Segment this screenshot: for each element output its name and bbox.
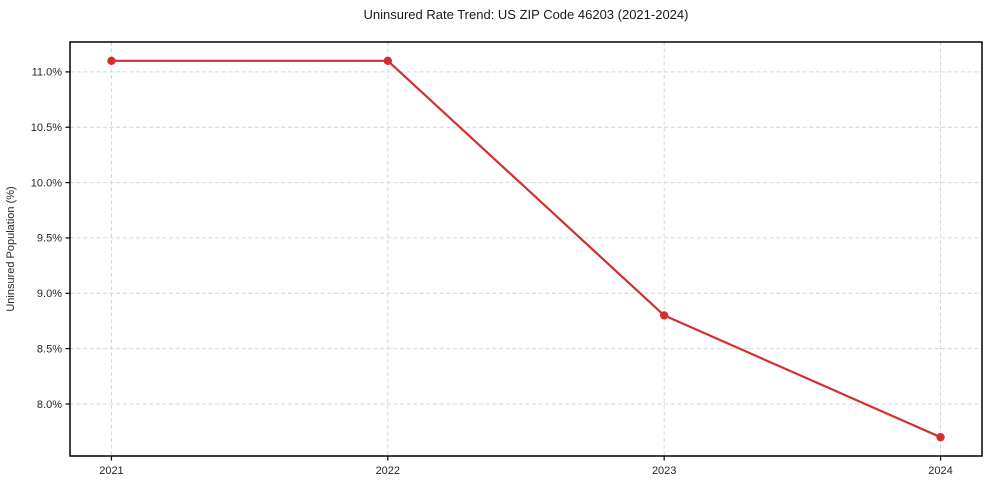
y-axis-label: Uninsured Population (%) (5, 186, 17, 311)
gridlines-layer (70, 42, 982, 456)
y-tick-label: 9.0% (37, 288, 62, 300)
data-point (107, 56, 116, 66)
data-point (383, 56, 393, 66)
x-tick-label: 2024 (928, 465, 952, 477)
plot-border (69, 41, 983, 457)
x-tick-label: 2021 (99, 465, 123, 477)
x-tick-label: 2023 (652, 465, 676, 477)
data-point (659, 311, 669, 320)
trend-line (110, 59, 942, 439)
series-layer (107, 56, 945, 442)
y-tick-label: 9.5% (37, 233, 62, 245)
y-tick-label: 8.0% (37, 399, 62, 411)
x-tick-label: 2022 (376, 465, 400, 477)
data-point (936, 432, 945, 442)
y-tick-label: 10.0% (31, 177, 62, 189)
chart-title: Uninsured Rate Trend: US ZIP Code 46203 … (363, 7, 689, 22)
y-tick-label: 11.0% (32, 67, 63, 79)
y-tick-label: 8.5% (37, 343, 62, 355)
axis-layer: 8.0% 8.5% 9.0% 9.5% 10.0% 10.5% 11.0% 2021 2022 2… (31, 41, 983, 477)
y-tick-label: 10.5% (31, 122, 62, 134)
